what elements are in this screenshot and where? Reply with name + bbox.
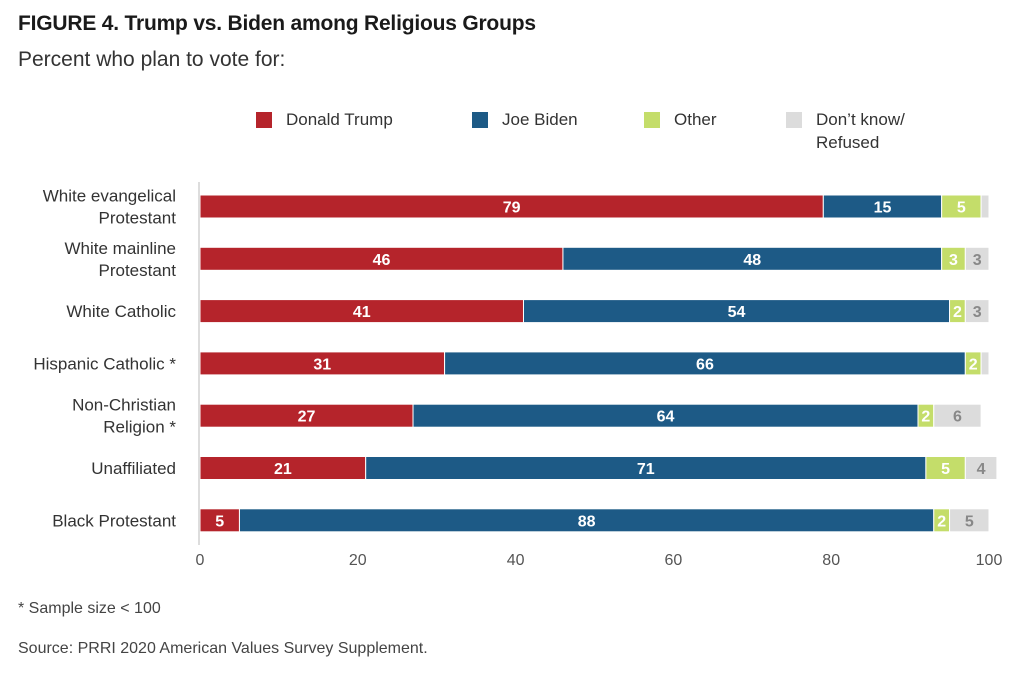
data-label: 3 <box>949 252 958 269</box>
data-label: 88 <box>578 513 596 530</box>
bar-segment <box>949 508 990 533</box>
legend-swatch-biden <box>472 112 488 128</box>
data-label: 54 <box>728 304 746 321</box>
figure-title: FIGURE 4. Trump vs. Biden among Religiou… <box>18 12 536 35</box>
data-label: 41 <box>353 304 371 321</box>
data-label: 71 <box>637 461 655 478</box>
category-label: Unaffiliated <box>91 459 176 478</box>
data-label: 21 <box>274 461 292 478</box>
x-tick-label: 60 <box>665 552 683 569</box>
data-label: 79 <box>503 200 521 217</box>
legend-label-dont-know: Don’t know/ Refused <box>816 110 905 152</box>
footnote: * Sample size < 100 <box>18 600 161 617</box>
bar-segment <box>980 194 990 219</box>
data-label: 2 <box>921 409 930 426</box>
bar-segment <box>964 456 998 480</box>
data-label: 15 <box>874 200 892 217</box>
data-label: 2 <box>969 356 978 373</box>
source-note: Source: PRRI 2020 American Values Survey… <box>18 640 428 657</box>
legend-label-trump: Donald Trump <box>286 110 393 129</box>
data-label: 66 <box>696 356 714 373</box>
legend-item-dont-know: Don’t know/ Refused <box>786 108 905 154</box>
figure-subtitle: Percent who plan to vote for: <box>18 48 286 71</box>
legend-item-trump: Donald Trump <box>256 108 393 131</box>
stacked-bar-chart: White evangelical Protestant 79 15 5 White ma… <box>33 182 1003 569</box>
x-tick-label: 40 <box>507 552 525 569</box>
bar-segment <box>964 246 990 271</box>
category-label: Black Protestant <box>52 511 176 530</box>
data-label: 5 <box>215 513 224 530</box>
data-label: 6 <box>953 409 962 426</box>
category-label: Non-Christian Religion * <box>72 396 176 437</box>
data-label: 3 <box>973 304 982 321</box>
bar-segment <box>980 351 990 376</box>
category-label: White evangelical Protestant <box>43 187 177 228</box>
x-tick-label: 80 <box>822 552 840 569</box>
data-label: 2 <box>937 513 946 530</box>
bar-segment <box>933 403 982 428</box>
legend-label-other: Other <box>674 110 717 129</box>
data-label: 2 <box>953 304 962 321</box>
legend-item-other: Other <box>644 108 717 131</box>
bar-segment <box>964 299 990 324</box>
data-label: 27 <box>298 409 316 426</box>
data-label: 5 <box>941 461 950 478</box>
data-label: 4 <box>977 461 986 478</box>
data-label: 64 <box>657 409 675 426</box>
x-tick-label: 0 <box>196 552 205 569</box>
data-label: 5 <box>957 200 966 217</box>
category-label: White Catholic <box>66 302 176 321</box>
x-tick-label: 20 <box>349 552 367 569</box>
data-label: 3 <box>973 252 982 269</box>
legend-swatch-dont-know <box>786 112 802 128</box>
x-tick-label: 100 <box>976 552 1003 569</box>
data-label: 46 <box>373 252 391 269</box>
data-label: 5 <box>965 513 974 530</box>
data-label: 48 <box>743 252 761 269</box>
legend-swatch-other <box>644 112 660 128</box>
legend-label-biden: Joe Biden <box>502 110 578 129</box>
legend-item-biden: Joe Biden <box>472 108 578 131</box>
data-label: 31 <box>313 356 331 373</box>
category-label: Hispanic Catholic * <box>33 354 176 373</box>
category-label: White mainline Protestant <box>65 239 177 280</box>
legend-swatch-trump <box>256 112 272 128</box>
